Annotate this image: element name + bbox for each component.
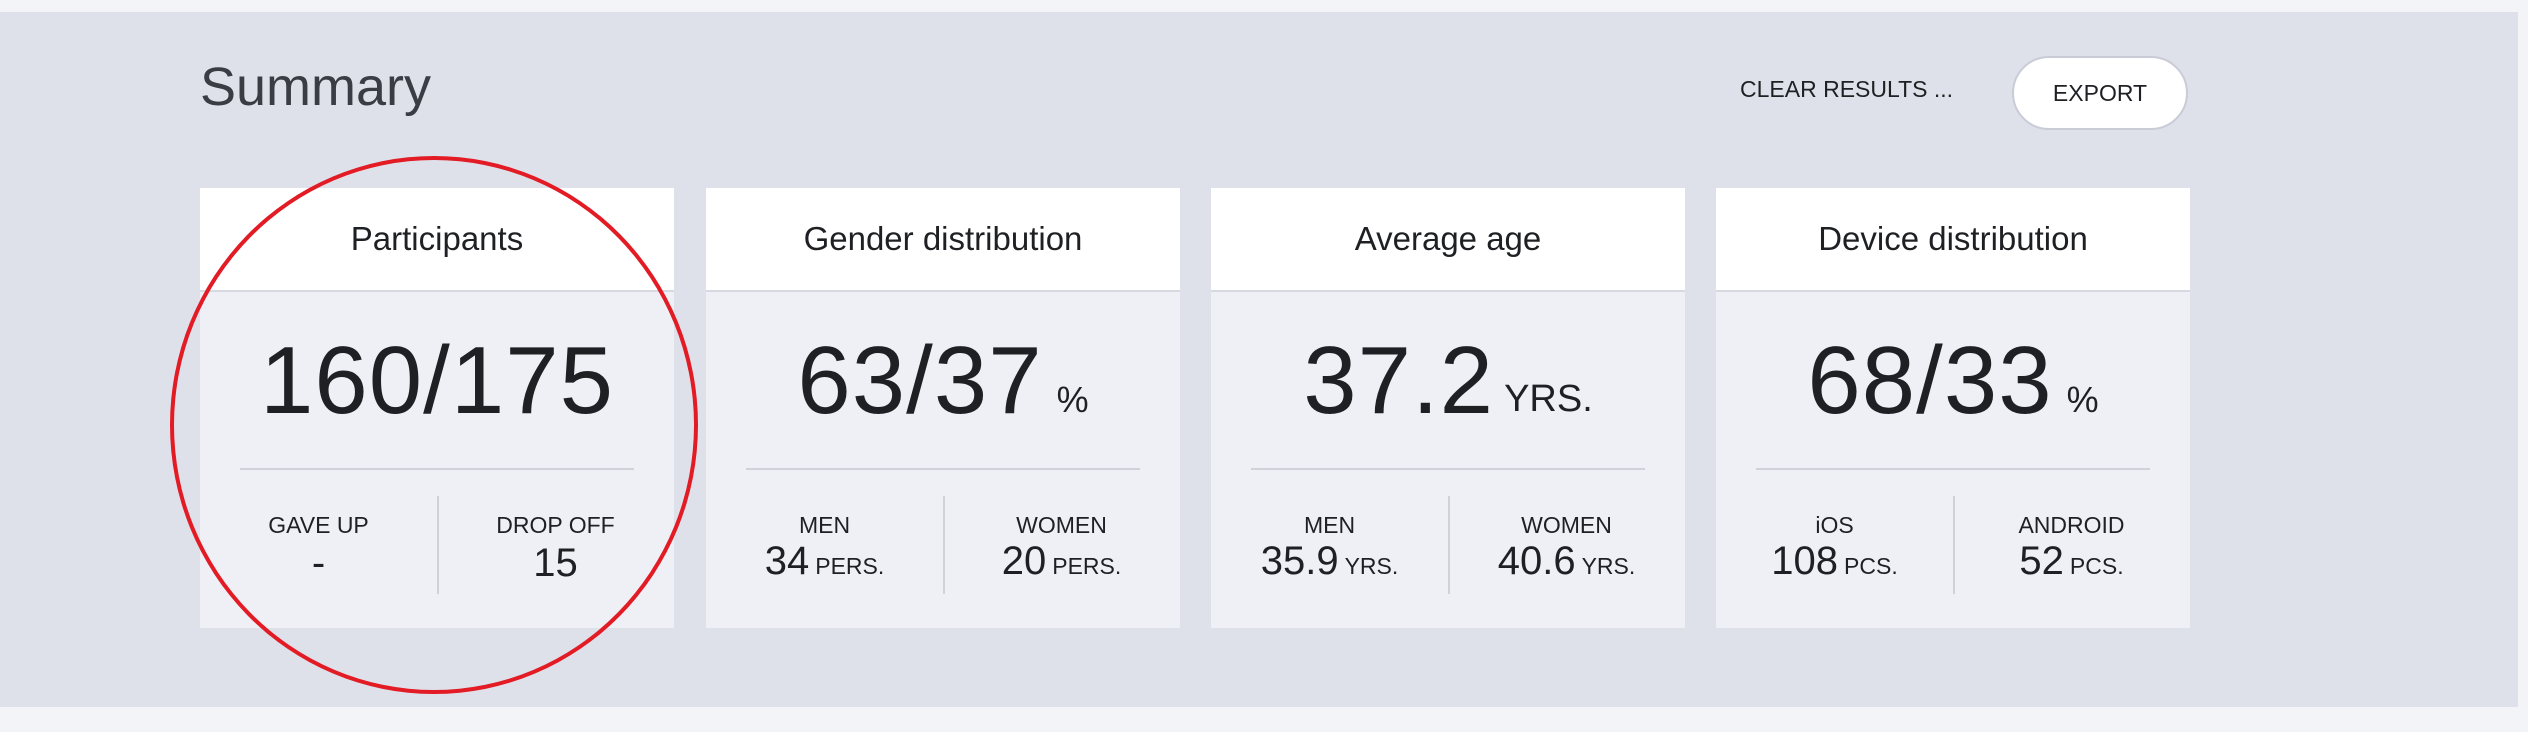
sub-stat-value: 15 (533, 541, 578, 585)
card-divider (1251, 468, 1645, 470)
card-title: Device distribution (1716, 188, 2190, 292)
vertical-divider (1448, 496, 1450, 594)
sub-stat-unit: YRS. (1344, 553, 1399, 579)
card-title: Gender distribution (706, 188, 1180, 292)
sub-stat-right: WOMEN 40.6 YRS. (1448, 470, 1685, 626)
card-divider (1756, 468, 2150, 470)
card-sub-stats: GAVE UP - DROP OFF 15 (200, 470, 674, 626)
card-main-unit: % (2066, 379, 2099, 420)
card-main-stat: 37.2 YRS. (1211, 292, 1685, 470)
card-divider (746, 468, 1140, 470)
sub-stat-unit: PERS. (1052, 553, 1122, 579)
sub-stat-value: 35.9 (1260, 539, 1339, 583)
sub-stat-label: DROP OFF (496, 512, 615, 538)
card-main-stat: 160/175 (200, 292, 674, 470)
sub-stat-label: WOMEN (1016, 512, 1107, 538)
sub-stat-right: WOMEN 20 PERS. (943, 470, 1180, 626)
sub-stat-value: - (311, 541, 326, 585)
card-main-value: 37.2 (1303, 327, 1495, 434)
page-title: Summary (200, 57, 432, 117)
gender-distribution-card: Gender distribution 63/37 % MEN 34 PERS. … (706, 188, 1180, 628)
sub-stat-label: iOS (1815, 512, 1854, 538)
sub-stat-value: 108 (1771, 539, 1839, 583)
device-distribution-card: Device distribution 68/33 % iOS 108 PCS. … (1716, 188, 2190, 628)
clear-results-button[interactable]: CLEAR RESULTS ... (1740, 76, 1954, 102)
card-main-unit: % (1056, 379, 1089, 420)
sub-stat-value: 52 (2019, 539, 2064, 583)
sub-stat-value: 34 (764, 539, 810, 583)
sub-stat-value: 20 (1001, 539, 1047, 583)
card-title: Participants (200, 188, 674, 292)
card-title: Average age (1211, 188, 1685, 292)
sub-stat-right: ANDROID 52 PCS. (1953, 470, 2190, 626)
vertical-divider (1953, 496, 1955, 594)
card-main-value: 160/175 (259, 327, 614, 434)
card-divider (240, 468, 634, 470)
sub-stat-label: MEN (798, 512, 851, 538)
sub-stat-unit: PCS. (1844, 553, 1898, 579)
sub-stat-unit: YRS. (1581, 553, 1636, 579)
sub-stat-left: MEN 35.9 YRS. (1211, 470, 1448, 626)
sub-stat-left: GAVE UP - (200, 470, 437, 626)
export-button[interactable]: EXPORT (2012, 56, 2188, 130)
vertical-divider (437, 496, 439, 594)
card-sub-stats: MEN 34 PERS. WOMEN 20 PERS. (706, 470, 1180, 626)
vertical-divider (943, 496, 945, 594)
card-main-stat: 63/37 % (706, 292, 1180, 470)
sub-stat-unit: PCS. (2069, 553, 2124, 579)
sub-stat-label: MEN (1303, 512, 1356, 538)
participants-card: Participants 160/175 GAVE UP - DROP OFF … (200, 188, 674, 628)
sub-stat-label: WOMEN (1521, 512, 1612, 538)
sub-stat-left: MEN 34 PERS. (706, 470, 943, 626)
card-main-value: 63/37 (797, 327, 1043, 434)
sub-stat-label: GAVE UP (268, 512, 369, 538)
card-main-unit: YRS. (1504, 377, 1593, 420)
scrollbar-track[interactable] (2518, 0, 2528, 732)
card-main-value: 68/33 (1807, 327, 2053, 434)
sub-stat-value: 40.6 (1497, 539, 1576, 583)
sub-stat-label: ANDROID (2018, 512, 2125, 538)
sub-stat-left: iOS 108 PCS. (1716, 470, 1953, 626)
card-main-stat: 68/33 % (1716, 292, 2190, 470)
card-sub-stats: MEN 35.9 YRS. WOMEN 40.6 YRS. (1211, 470, 1685, 626)
average-age-card: Average age 37.2 YRS. MEN 35.9 YRS. WOMEN… (1211, 188, 1685, 628)
sub-stat-unit: PERS. (815, 553, 885, 579)
card-sub-stats: iOS 108 PCS. ANDROID 52 PCS. (1716, 470, 2190, 626)
sub-stat-right: DROP OFF 15 (437, 470, 674, 626)
